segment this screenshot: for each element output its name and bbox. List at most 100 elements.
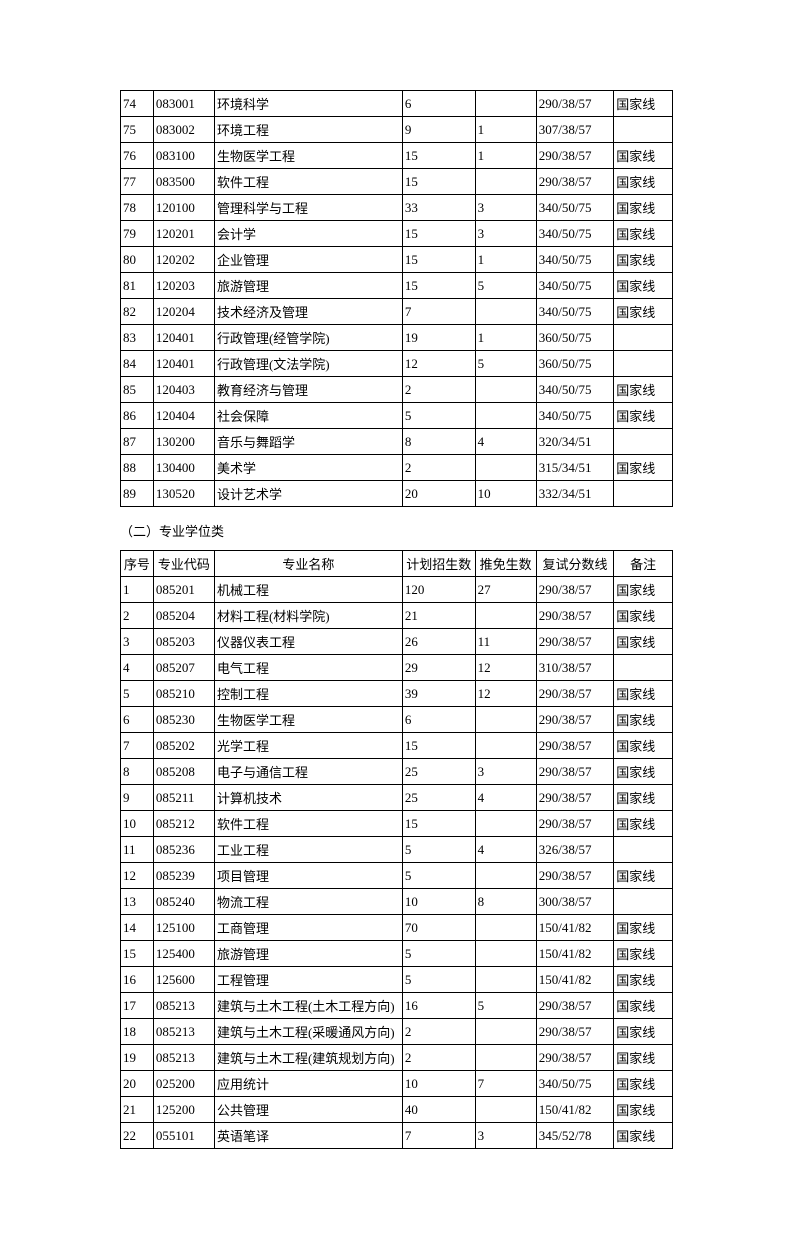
cell-code: 085204	[153, 603, 214, 629]
cell-code: 083001	[153, 91, 214, 117]
cell-code: 130520	[153, 481, 214, 507]
cell-seq: 18	[121, 1019, 154, 1045]
cell-plan: 8	[402, 429, 475, 455]
table-row: 19085213建筑与土木工程(建筑规划方向)2290/38/57国家线	[121, 1045, 673, 1071]
cell-name: 机械工程	[214, 577, 402, 603]
cell-remark: 国家线	[614, 247, 673, 273]
cell-plan: 15	[402, 221, 475, 247]
cell-rec: 12	[475, 681, 536, 707]
cell-name: 工程管理	[214, 967, 402, 993]
cell-seq: 15	[121, 941, 154, 967]
cell-name: 英语笔译	[214, 1123, 402, 1149]
cell-seq: 13	[121, 889, 154, 915]
cell-score: 320/34/51	[536, 429, 614, 455]
cell-score: 340/50/75	[536, 221, 614, 247]
cell-rec: 5	[475, 273, 536, 299]
cell-code: 125400	[153, 941, 214, 967]
cell-rec	[475, 91, 536, 117]
cell-name: 环境工程	[214, 117, 402, 143]
table-row: 1085201机械工程12027290/38/57国家线	[121, 577, 673, 603]
cell-remark: 国家线	[614, 603, 673, 629]
table-row: 18085213建筑与土木工程(采暖通风方向)2290/38/57国家线	[121, 1019, 673, 1045]
table-row: 17085213建筑与土木工程(土木工程方向)165290/38/57国家线	[121, 993, 673, 1019]
cell-plan: 39	[402, 681, 475, 707]
cell-name: 光学工程	[214, 733, 402, 759]
cell-seq: 86	[121, 403, 154, 429]
cell-seq: 10	[121, 811, 154, 837]
table-row: 86120404社会保障5340/50/75国家线	[121, 403, 673, 429]
cell-plan: 15	[402, 169, 475, 195]
cell-score: 290/38/57	[536, 707, 614, 733]
cell-remark: 国家线	[614, 1045, 673, 1071]
cell-score: 290/38/57	[536, 681, 614, 707]
cell-rec	[475, 455, 536, 481]
cell-remark: 国家线	[614, 967, 673, 993]
cell-remark: 国家线	[614, 273, 673, 299]
cell-remark	[614, 325, 673, 351]
cell-seq: 11	[121, 837, 154, 863]
cell-remark: 国家线	[614, 1071, 673, 1097]
cell-name: 软件工程	[214, 811, 402, 837]
cell-name: 建筑与土木工程(土木工程方向)	[214, 993, 402, 1019]
cell-seq: 89	[121, 481, 154, 507]
cell-score: 345/52/78	[536, 1123, 614, 1149]
cell-rec	[475, 169, 536, 195]
cell-rec	[475, 1019, 536, 1045]
cell-rec	[475, 377, 536, 403]
cell-plan: 10	[402, 889, 475, 915]
table-row: 22055101英语笔译73345/52/78国家线	[121, 1123, 673, 1149]
cell-plan: 2	[402, 1019, 475, 1045]
cell-name: 公共管理	[214, 1097, 402, 1123]
cell-rec: 5	[475, 351, 536, 377]
table-row: 74083001环境科学6290/38/57国家线	[121, 91, 673, 117]
cell-score: 360/50/75	[536, 351, 614, 377]
cell-name: 电子与通信工程	[214, 759, 402, 785]
cell-plan: 15	[402, 247, 475, 273]
table-row: 82120204技术经济及管理7340/50/75国家线	[121, 299, 673, 325]
cell-plan: 16	[402, 993, 475, 1019]
cell-name: 应用统计	[214, 1071, 402, 1097]
table-row: 8085208电子与通信工程253290/38/57国家线	[121, 759, 673, 785]
cell-score: 360/50/75	[536, 325, 614, 351]
cell-rec: 3	[475, 1123, 536, 1149]
table-row: 21125200公共管理40150/41/82国家线	[121, 1097, 673, 1123]
cell-remark	[614, 429, 673, 455]
cell-score: 332/34/51	[536, 481, 614, 507]
header-plan: 计划招生数	[402, 551, 475, 577]
cell-plan: 5	[402, 863, 475, 889]
cell-remark	[614, 837, 673, 863]
cell-rec: 5	[475, 993, 536, 1019]
cell-score: 310/38/57	[536, 655, 614, 681]
cell-plan: 21	[402, 603, 475, 629]
cell-remark: 国家线	[614, 941, 673, 967]
cell-score: 290/38/57	[536, 577, 614, 603]
header-seq: 序号	[121, 551, 154, 577]
cell-seq: 7	[121, 733, 154, 759]
cell-rec: 27	[475, 577, 536, 603]
cell-seq: 4	[121, 655, 154, 681]
cell-rec: 3	[475, 221, 536, 247]
cell-plan: 5	[402, 403, 475, 429]
cell-rec: 7	[475, 1071, 536, 1097]
table-row: 85120403教育经济与管理2340/50/75国家线	[121, 377, 673, 403]
cell-plan: 10	[402, 1071, 475, 1097]
cell-score: 290/38/57	[536, 603, 614, 629]
cell-score: 340/50/75	[536, 377, 614, 403]
cell-plan: 5	[402, 967, 475, 993]
cell-score: 290/38/57	[536, 811, 614, 837]
cell-code: 085239	[153, 863, 214, 889]
cell-name: 工商管理	[214, 915, 402, 941]
cell-name: 技术经济及管理	[214, 299, 402, 325]
cell-plan: 29	[402, 655, 475, 681]
cell-seq: 19	[121, 1045, 154, 1071]
table-professional: 序号 专业代码 专业名称 计划招生数 推免生数 复试分数线 备注 1085201…	[120, 550, 673, 1149]
table-row: 16125600工程管理5150/41/82国家线	[121, 967, 673, 993]
cell-name: 控制工程	[214, 681, 402, 707]
cell-remark: 国家线	[614, 91, 673, 117]
table-row: 10085212软件工程15290/38/57国家线	[121, 811, 673, 837]
cell-score: 307/38/57	[536, 117, 614, 143]
table-row: 79120201会计学153340/50/75国家线	[121, 221, 673, 247]
cell-plan: 15	[402, 811, 475, 837]
cell-seq: 3	[121, 629, 154, 655]
cell-rec: 3	[475, 195, 536, 221]
